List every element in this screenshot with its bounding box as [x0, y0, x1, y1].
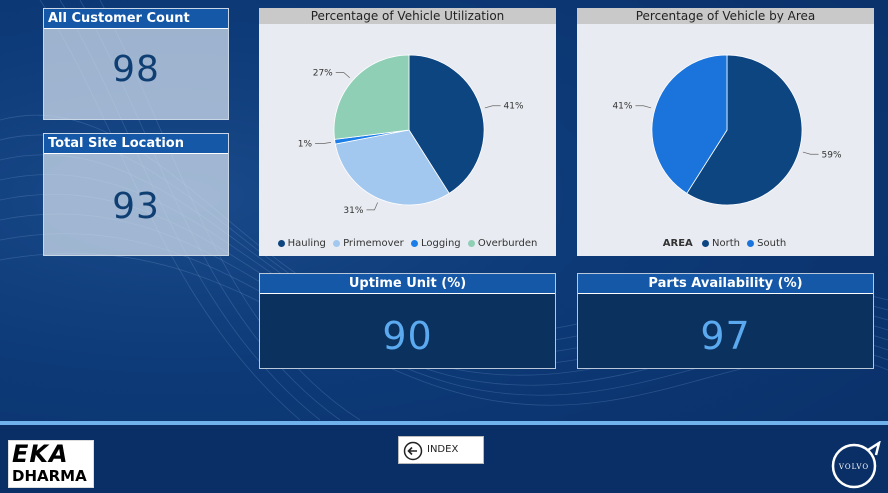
legend-dot [702, 240, 709, 247]
legend-dot [333, 240, 340, 247]
legend-dot [411, 240, 418, 247]
volvo-logo: VOLVO [831, 441, 883, 489]
chart-legend: Hauling Primemover Logging Overburden [259, 238, 556, 249]
legend-label: North [712, 238, 740, 249]
legend-item-south[interactable]: South [747, 238, 786, 249]
chart-legend: AREA North South [577, 238, 874, 249]
index-button[interactable]: INDEX [398, 436, 484, 464]
utilization-pie-svg: 41% 31% 1% 27% [259, 24, 556, 234]
total-site-location-label: Total Site Location [44, 134, 228, 154]
legend-label: Hauling [288, 238, 326, 249]
legend-item-overburden[interactable]: Overburden [468, 238, 538, 249]
legend-item-hauling[interactable]: Hauling [278, 238, 326, 249]
parts-availability-value: 97 [578, 314, 873, 358]
eka-dharma-logo: EKA DHARMA [8, 440, 94, 488]
data-label: 41% [612, 102, 632, 112]
all-customer-count-value: 98 [44, 49, 228, 90]
uptime-unit-label: Uptime Unit (%) [260, 274, 555, 294]
back-arrow-icon [403, 441, 423, 461]
label-leader-line [803, 152, 819, 154]
vehicle-by-area-chart: Percentage of Vehicle by Area 59% 41% ARE… [577, 8, 874, 256]
logo-text-top: EKA [9, 441, 93, 467]
data-label: 1% [298, 140, 313, 150]
index-button-label: INDEX [427, 444, 458, 455]
pie-slice-overburden[interactable] [334, 55, 409, 139]
data-label: 27% [313, 68, 333, 78]
vehicle-utilization-chart: Percentage of Vehicle Utilization 41% 31%… [259, 8, 556, 256]
legend-label: Primemover [343, 238, 404, 249]
legend-item-logging[interactable]: Logging [411, 238, 461, 249]
legend-item-north[interactable]: North [702, 238, 740, 249]
legend-dot [747, 240, 754, 247]
label-leader-line [635, 106, 651, 108]
legend-item-primemover[interactable]: Primemover [333, 238, 404, 249]
legend-label: Logging [421, 238, 461, 249]
total-site-location-card: Total Site Location 93 [43, 133, 229, 256]
uptime-unit-value: 90 [260, 314, 555, 358]
label-leader-line [485, 106, 501, 108]
all-customer-count-label: All Customer Count [44, 9, 228, 29]
legend-label: South [757, 238, 786, 249]
volvo-logo-text: VOLVO [838, 463, 869, 471]
parts-availability-label: Parts Availability (%) [578, 274, 873, 294]
all-customer-count-card: All Customer Count 98 [43, 8, 229, 120]
area-pie-svg: 59% 41% [577, 24, 874, 234]
logo-text-bottom: DHARMA [9, 467, 93, 485]
label-leader-line [366, 203, 377, 210]
label-leader-line [336, 72, 350, 77]
chart-title: Percentage of Vehicle by Area [577, 8, 874, 24]
chart-title: Percentage of Vehicle Utilization [259, 8, 556, 24]
parts-availability-card: Parts Availability (%) 97 [577, 273, 874, 369]
total-site-location-value: 93 [44, 186, 228, 227]
uptime-unit-card: Uptime Unit (%) 90 [259, 273, 556, 369]
label-leader-line [315, 142, 331, 143]
data-label: 41% [504, 102, 524, 112]
legend-dot [468, 240, 475, 247]
data-label: 59% [822, 150, 842, 160]
legend-label: Overburden [478, 238, 538, 249]
data-label: 31% [343, 206, 363, 216]
legend-dot [278, 240, 285, 247]
legend-title: AREA [663, 238, 693, 249]
